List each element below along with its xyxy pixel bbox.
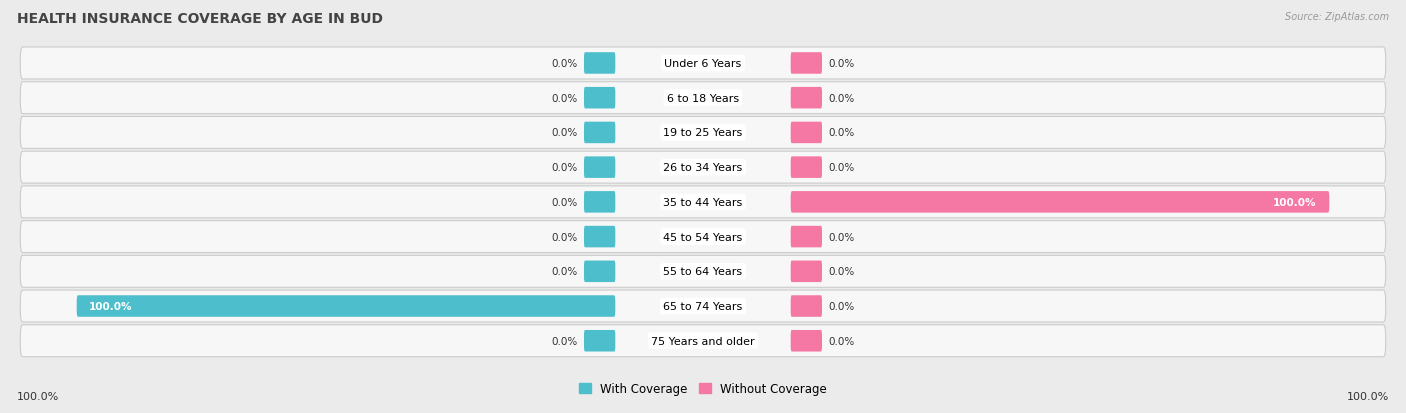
Text: 100.0%: 100.0% — [89, 301, 132, 311]
Text: 0.0%: 0.0% — [828, 301, 855, 311]
FancyBboxPatch shape — [583, 122, 616, 144]
Text: 0.0%: 0.0% — [828, 163, 855, 173]
Text: 0.0%: 0.0% — [828, 267, 855, 277]
FancyBboxPatch shape — [790, 88, 823, 109]
Text: Source: ZipAtlas.com: Source: ZipAtlas.com — [1285, 12, 1389, 22]
FancyBboxPatch shape — [790, 261, 823, 282]
Text: 0.0%: 0.0% — [551, 128, 578, 138]
FancyBboxPatch shape — [583, 226, 616, 248]
Text: 100.0%: 100.0% — [17, 391, 59, 401]
FancyBboxPatch shape — [20, 152, 1386, 184]
Text: 0.0%: 0.0% — [828, 59, 855, 69]
FancyBboxPatch shape — [790, 122, 823, 144]
FancyBboxPatch shape — [790, 226, 823, 248]
Text: 26 to 34 Years: 26 to 34 Years — [664, 163, 742, 173]
FancyBboxPatch shape — [20, 221, 1386, 253]
FancyBboxPatch shape — [77, 296, 616, 317]
FancyBboxPatch shape — [790, 330, 823, 351]
FancyBboxPatch shape — [20, 48, 1386, 80]
FancyBboxPatch shape — [583, 330, 616, 351]
FancyBboxPatch shape — [20, 117, 1386, 149]
Text: 0.0%: 0.0% — [828, 232, 855, 242]
Text: 0.0%: 0.0% — [551, 59, 578, 69]
FancyBboxPatch shape — [583, 261, 616, 282]
FancyBboxPatch shape — [20, 256, 1386, 287]
FancyBboxPatch shape — [790, 157, 823, 178]
Text: 55 to 64 Years: 55 to 64 Years — [664, 267, 742, 277]
FancyBboxPatch shape — [583, 53, 616, 75]
Text: 35 to 44 Years: 35 to 44 Years — [664, 197, 742, 207]
Text: HEALTH INSURANCE COVERAGE BY AGE IN BUD: HEALTH INSURANCE COVERAGE BY AGE IN BUD — [17, 12, 382, 26]
FancyBboxPatch shape — [583, 157, 616, 178]
FancyBboxPatch shape — [790, 53, 823, 75]
Text: 6 to 18 Years: 6 to 18 Years — [666, 93, 740, 103]
Text: 100.0%: 100.0% — [1347, 391, 1389, 401]
Text: Under 6 Years: Under 6 Years — [665, 59, 741, 69]
Text: 0.0%: 0.0% — [828, 336, 855, 346]
Text: 0.0%: 0.0% — [551, 197, 578, 207]
FancyBboxPatch shape — [583, 88, 616, 109]
Legend: With Coverage, Without Coverage: With Coverage, Without Coverage — [574, 377, 832, 399]
Text: 19 to 25 Years: 19 to 25 Years — [664, 128, 742, 138]
FancyBboxPatch shape — [20, 325, 1386, 357]
FancyBboxPatch shape — [583, 192, 616, 213]
Text: 45 to 54 Years: 45 to 54 Years — [664, 232, 742, 242]
Text: 75 Years and older: 75 Years and older — [651, 336, 755, 346]
Text: 0.0%: 0.0% — [551, 93, 578, 103]
Text: 0.0%: 0.0% — [551, 336, 578, 346]
FancyBboxPatch shape — [20, 83, 1386, 114]
Text: 0.0%: 0.0% — [551, 163, 578, 173]
Text: 65 to 74 Years: 65 to 74 Years — [664, 301, 742, 311]
Text: 100.0%: 100.0% — [1274, 197, 1317, 207]
FancyBboxPatch shape — [20, 290, 1386, 322]
Text: 0.0%: 0.0% — [551, 232, 578, 242]
FancyBboxPatch shape — [20, 186, 1386, 218]
Text: 0.0%: 0.0% — [828, 128, 855, 138]
Text: 0.0%: 0.0% — [551, 267, 578, 277]
FancyBboxPatch shape — [790, 192, 1329, 213]
Text: 0.0%: 0.0% — [828, 93, 855, 103]
FancyBboxPatch shape — [790, 296, 823, 317]
